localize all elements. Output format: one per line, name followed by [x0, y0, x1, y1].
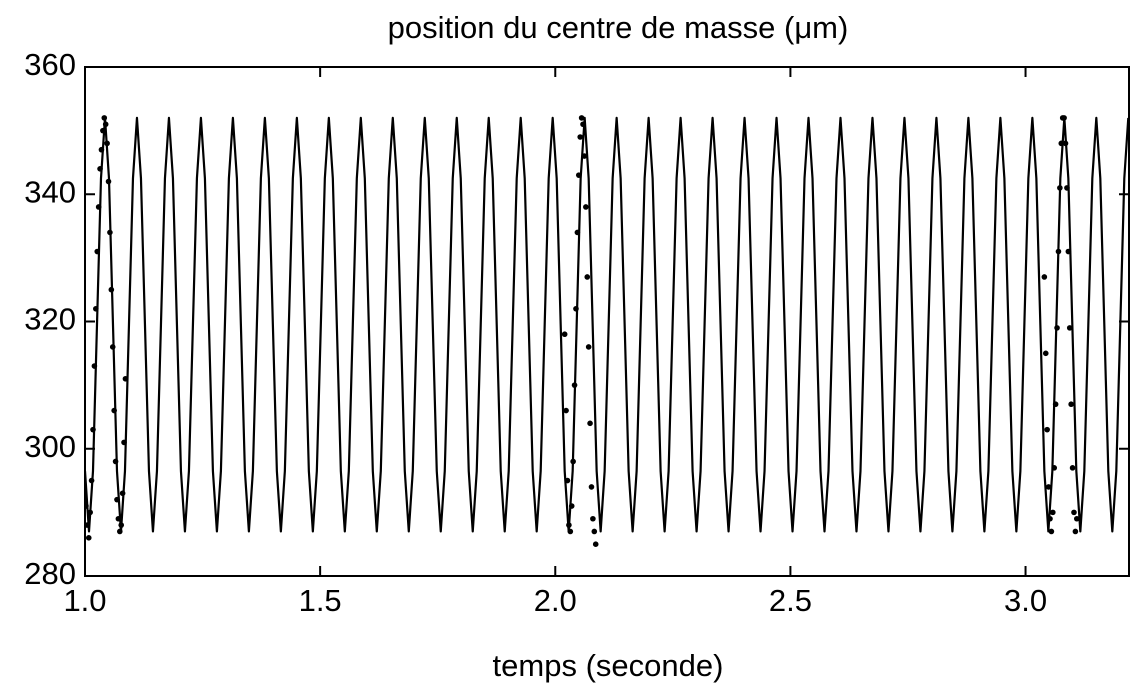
data-point [588, 484, 595, 490]
data-point [1061, 115, 1067, 121]
data-point [85, 522, 91, 528]
data-point [100, 127, 106, 134]
data-point [567, 528, 574, 535]
data-point [1068, 401, 1074, 408]
data-point [563, 407, 569, 414]
data-point [109, 344, 116, 350]
x-tick-label: 1.5 [299, 583, 342, 618]
data-point [1057, 185, 1063, 191]
data-point [568, 503, 575, 509]
data-point [102, 121, 109, 128]
data-point [1072, 528, 1079, 535]
data-point [561, 331, 568, 338]
data-point [1074, 515, 1080, 522]
data-point [1055, 248, 1062, 255]
data-point [1041, 274, 1048, 280]
data-point [97, 166, 103, 172]
data-point [101, 115, 108, 121]
data-point [570, 458, 576, 465]
data-point [119, 490, 126, 497]
data-point [105, 178, 112, 185]
y-tick-label: 320 [24, 302, 76, 337]
data-line [85, 116, 1129, 533]
y-tick-label: 280 [24, 556, 76, 591]
data-point [118, 522, 125, 528]
data-point [87, 509, 93, 516]
data-point [577, 134, 583, 140]
data-point [107, 229, 113, 236]
data-point [1064, 185, 1070, 191]
data-point [1071, 509, 1077, 516]
data-point [93, 305, 99, 312]
data-point [1062, 140, 1069, 147]
data-point [574, 229, 581, 236]
data-point [104, 140, 110, 147]
x-axis-label: temps (seconde) [493, 648, 724, 683]
data-point [88, 477, 95, 484]
y-tick-label: 340 [24, 174, 76, 209]
y-tick-label: 300 [24, 429, 76, 464]
data-point [1045, 484, 1052, 490]
data-point [1052, 401, 1059, 408]
data-point [573, 305, 579, 312]
chart-title: position du centre de masse (μm) [388, 10, 849, 45]
data-point [121, 439, 127, 446]
data-point [1054, 325, 1060, 331]
data-point [585, 344, 592, 350]
x-tick-label: 1.0 [63, 583, 106, 618]
x-tick-label: 2.0 [534, 583, 577, 618]
data-point [117, 528, 123, 535]
data-point [564, 477, 571, 484]
data-point [571, 382, 578, 388]
data-point [90, 426, 96, 433]
data-point [1047, 515, 1053, 522]
x-tick-label: 3.0 [1004, 583, 1047, 618]
data-point [1050, 509, 1056, 516]
data-point [1048, 528, 1055, 535]
data-point [122, 375, 129, 382]
data-point [566, 522, 572, 528]
data-point [587, 420, 593, 427]
data-point [114, 496, 120, 503]
data-point [94, 248, 101, 255]
data-point [590, 515, 596, 522]
data-point [575, 172, 582, 178]
data-point [85, 535, 92, 541]
y-tick-label: 360 [24, 47, 76, 82]
data-point [91, 363, 98, 369]
data-point [1042, 350, 1049, 357]
data-point [108, 286, 115, 293]
data-point [95, 204, 102, 210]
data-point [85, 503, 89, 509]
data-point [578, 115, 585, 121]
data-point [1069, 465, 1076, 471]
data-point [98, 146, 105, 153]
data-point [583, 204, 589, 210]
data-point [111, 407, 117, 414]
data-point [1066, 325, 1073, 331]
plot-area [85, 115, 1129, 547]
data-point [115, 515, 122, 522]
data-point [1051, 465, 1058, 471]
data-point [1065, 248, 1072, 255]
x-tick-label: 2.5 [769, 583, 812, 618]
data-point [584, 274, 591, 280]
data-point [1058, 140, 1065, 147]
data-point [581, 153, 588, 159]
data-point [591, 528, 598, 535]
data-point [592, 541, 599, 547]
data-point [112, 458, 119, 465]
data-point [1044, 426, 1050, 433]
data-point [580, 121, 586, 128]
